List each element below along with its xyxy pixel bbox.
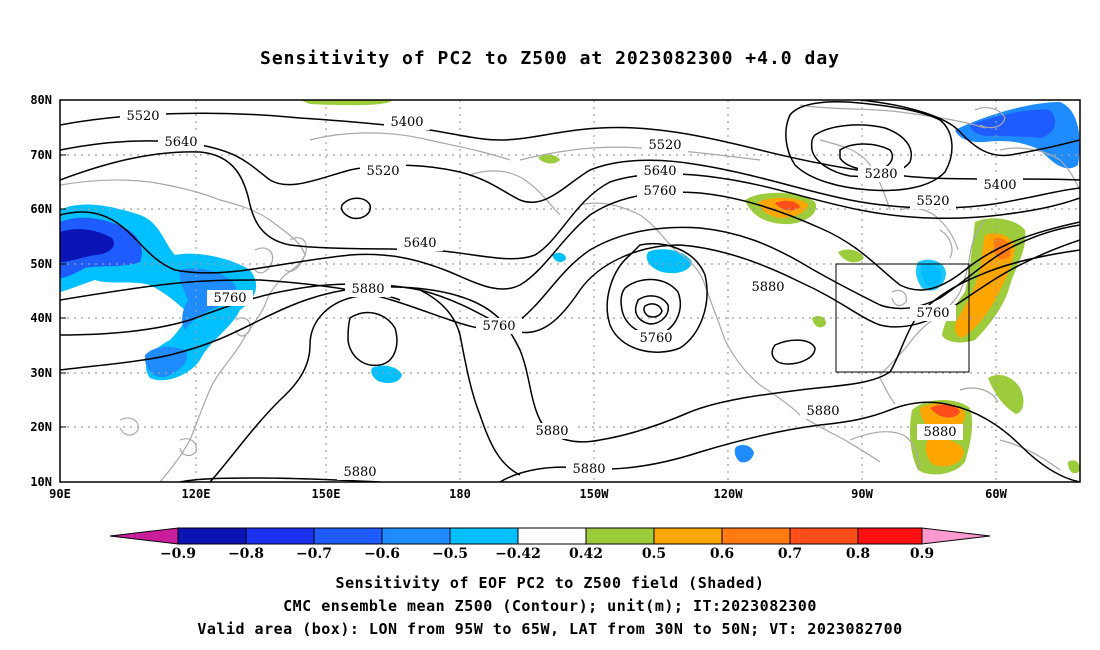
lon-label: 60W	[985, 487, 1007, 501]
lat-label: 10N	[30, 475, 52, 489]
shade-positive-canada-red	[775, 200, 800, 211]
lat-label: 30N	[30, 366, 52, 380]
colorbar-segment	[245, 527, 315, 545]
lon-label: 180	[449, 487, 471, 501]
lat-axis: 80N 70N 60N 50N 40N 30N 20N 10N	[30, 93, 66, 489]
lat-label: 50N	[30, 257, 52, 271]
contour-label: 5400	[983, 178, 1016, 193]
colorbar-segment	[789, 527, 859, 545]
lat-label: 60N	[30, 202, 52, 216]
colorbar-tick: 0.42	[569, 546, 603, 562]
contour-label: 5880	[751, 280, 784, 295]
colorbar-tick: −0.7	[296, 546, 332, 562]
lon-axis: 90E 120E 150E 180 150W 120W 90W 60W	[49, 487, 1007, 501]
colorbar-tick: −0.42	[495, 546, 541, 562]
shade-negative-small	[552, 252, 566, 263]
shade-positive-atlantic-core	[994, 237, 1011, 260]
contour-label: 5880	[535, 424, 568, 439]
contour-label: 5280	[864, 167, 897, 182]
colorbar-segment	[381, 527, 451, 545]
shade-positive-far-east	[1068, 460, 1080, 474]
colorbar-tick: −0.5	[432, 546, 468, 562]
colorbar-segment	[857, 527, 923, 545]
map-title: Sensitivity of PC2 to Z500 at 2023082300…	[259, 48, 840, 69]
shade-positive-midwest	[838, 249, 864, 263]
lat-label: 80N	[30, 93, 52, 107]
contour-label: 5760	[916, 306, 949, 321]
colorbar-tick: −0.6	[364, 546, 400, 562]
lon-label: 120W	[714, 487, 744, 501]
coastlines	[60, 104, 1080, 482]
colorbar-tick: −0.8	[228, 546, 264, 562]
colorbar-segment	[517, 527, 587, 545]
shade-positive-bermuda	[988, 375, 1024, 414]
colorbar-segment	[449, 527, 519, 545]
colorbar-tick: 0.9	[910, 546, 934, 562]
shade-negative-hawaii	[734, 445, 754, 463]
colorbar-tick: −0.9	[160, 546, 196, 562]
contour-label: 5880	[806, 404, 839, 419]
lat-label: 20N	[30, 420, 52, 434]
colorbar-segment	[313, 527, 383, 545]
footer-line-shaded: Sensitivity of EOF PC2 to Z500 field (Sh…	[335, 574, 765, 592]
lon-label: 90W	[851, 487, 873, 501]
shade-positive-alaska	[538, 154, 560, 164]
shade-positive-texas	[812, 316, 826, 328]
contour-label: 5880	[343, 465, 376, 480]
shade-positive-caribbean-orange2	[925, 438, 964, 467]
valid-area-box	[835, 263, 970, 373]
contour-label: 5640	[164, 135, 197, 150]
contour-label: 5520	[648, 138, 681, 153]
colorbar-segment	[653, 527, 723, 545]
colorbar-segment-pos-0.9-arrow	[921, 527, 991, 545]
contour-label: 5640	[403, 236, 436, 251]
contour-label: 5400	[390, 115, 423, 130]
colorbar-tick: 0.6	[710, 546, 734, 562]
shade-positive-caribbean-core	[930, 404, 960, 418]
colorbar-tick: 0.5	[642, 546, 666, 562]
colorbar-segment	[585, 527, 655, 545]
contour-label: 5520	[916, 194, 949, 209]
graticule	[60, 100, 1080, 482]
shade-negative-greatlakes-edge	[915, 259, 946, 291]
contour-label: 5880	[351, 282, 384, 297]
lat-label: 40N	[30, 311, 52, 325]
colorbar-segment	[177, 527, 247, 545]
contour-label: 5760	[482, 319, 515, 334]
contour-label-group: 5520 5400 5640 5520 5520 5640 5760 5280 …	[120, 108, 1023, 480]
colorbar-segment	[721, 527, 791, 545]
sensitivity-shading	[60, 100, 1080, 475]
shade-negative-east-asia-core2	[60, 229, 115, 262]
shade-negative-pacific	[371, 365, 402, 383]
contour-label: 5760	[639, 331, 672, 346]
footer-line-contour: CMC ensemble mean Z500 (Contour); unit(m…	[283, 597, 817, 615]
contour-label: 5760	[213, 291, 246, 306]
contour-label: 5880	[572, 462, 605, 477]
contour-label: 5760	[643, 184, 676, 199]
contour-label: 5520	[126, 109, 159, 124]
colorbar-tick: 0.8	[846, 546, 870, 562]
map-frame	[59, 99, 1081, 483]
colorbar-tick: 0.7	[778, 546, 802, 562]
colorbar-segment-neg-0.9-arrow	[109, 527, 179, 545]
contour-label: 5880	[923, 425, 956, 440]
footer-line-valid-area: Valid area (box): LON from 95W to 65W, L…	[197, 620, 903, 638]
lon-label: 120E	[182, 487, 211, 501]
shade-negative-atlantic-core	[970, 109, 1056, 138]
shade-positive-arctic	[300, 100, 392, 106]
lon-label: 90E	[49, 487, 71, 501]
contour-label: 5640	[643, 164, 676, 179]
colorbar: −0.9 −0.8 −0.7 −0.6 −0.5 −0.42 0.42 0.5 …	[109, 527, 991, 562]
shade-negative-china-core	[144, 346, 188, 378]
contour-label: 5520	[366, 164, 399, 179]
shade-negative-nepac	[646, 249, 692, 274]
lon-label: 150E	[312, 487, 341, 501]
lat-label: 70N	[30, 148, 52, 162]
lon-label: 150W	[580, 487, 610, 501]
